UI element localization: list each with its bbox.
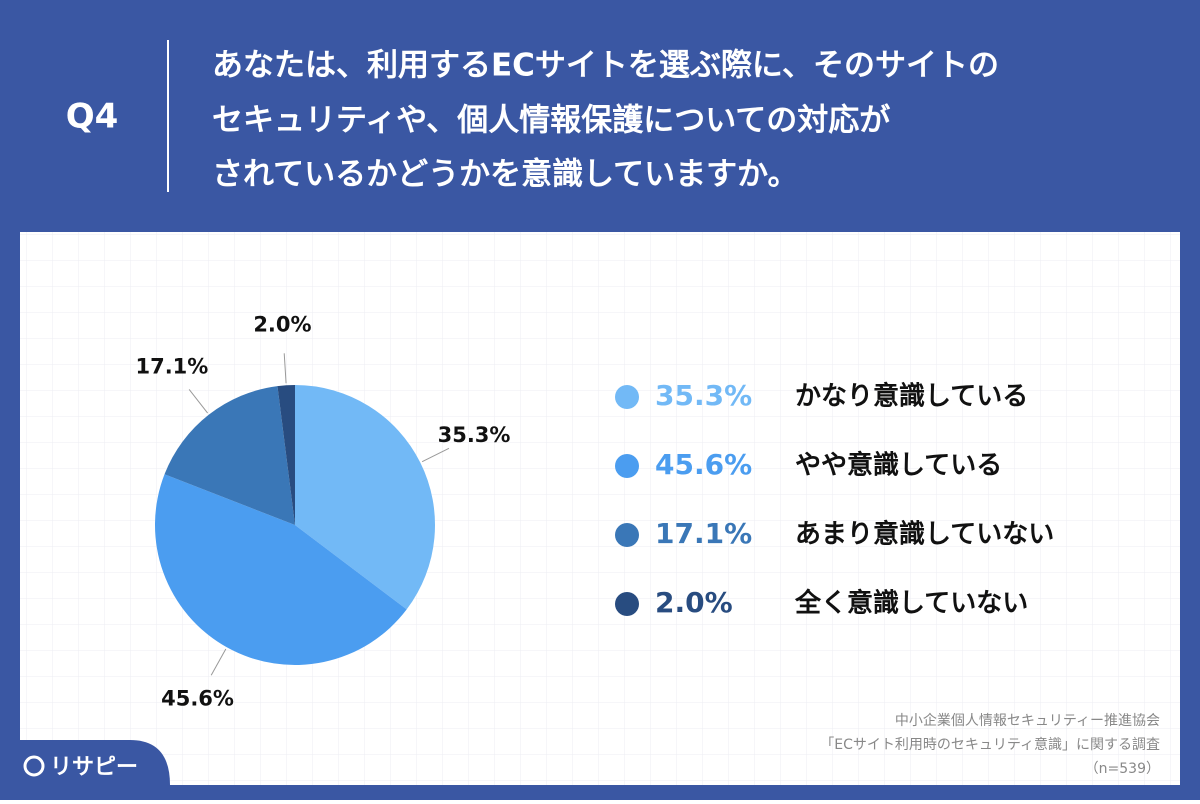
leader-line	[210, 648, 227, 676]
legend-value: 45.6%	[655, 448, 752, 481]
pie-slice	[164, 386, 295, 525]
legend-label: 全く意識していない	[794, 588, 1028, 619]
source: 「ECサイト利用時のセキュリティ意識」に関する調査	[820, 736, 1160, 753]
legend-value: 35.3%	[655, 379, 752, 412]
legend-swatch	[615, 385, 639, 409]
pie-slice	[277, 385, 295, 525]
logo-tab	[0, 740, 170, 800]
title-line: あなたは、利用するECサイトを選ぶ際に、そのサイトの	[212, 48, 999, 84]
source: 中小企業個人情報セキュリティー推進協会	[895, 712, 1160, 729]
source: （n=539）	[1085, 761, 1160, 777]
leader-line	[283, 353, 287, 384]
question-label: Q4	[66, 97, 119, 137]
legend-label: やや意識している	[795, 450, 1002, 481]
data-label: 35.3%	[438, 423, 511, 447]
pie-chart: 35.3% 35.3% かなり意識している 45.6% 45.6% やや意識している 17.…	[135, 312, 1054, 710]
legend-value: 17.1%	[655, 517, 752, 550]
data-label: 17.1%	[135, 354, 208, 378]
legend-value: 2.0%	[655, 586, 733, 619]
leader-line	[421, 447, 450, 463]
legend-label: かなり意識している	[795, 381, 1028, 412]
title-line: セキュリティや、個人情報保護についての対応が	[212, 103, 890, 139]
data-label: 2.0%	[253, 312, 311, 336]
legend-label: あまり意識していない	[795, 519, 1054, 550]
title-line: されているかどうかを意識していますか。	[212, 157, 799, 193]
pie-slice	[155, 474, 407, 665]
legend-swatch	[615, 523, 639, 547]
leader-line	[188, 389, 209, 414]
logo-icon	[23, 755, 45, 777]
logo: リサピー	[50, 755, 138, 780]
data-label: 45.6%	[161, 687, 234, 711]
legend-swatch	[615, 592, 639, 616]
legend-swatch	[615, 454, 639, 478]
pie-slice	[295, 385, 436, 610]
